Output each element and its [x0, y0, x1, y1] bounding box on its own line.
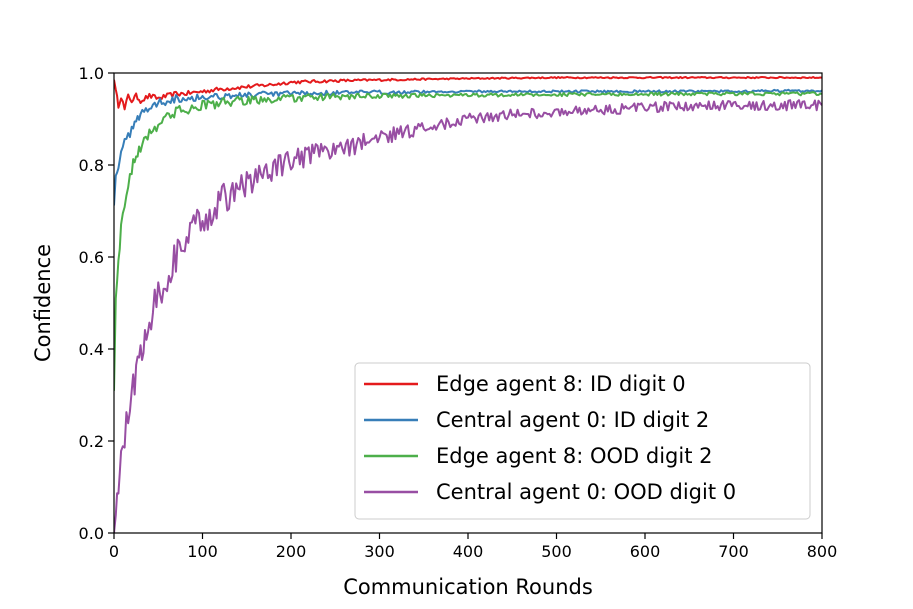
x-tick-label: 200	[276, 542, 307, 561]
series-layer	[114, 75, 822, 533]
series-line-2	[114, 88, 822, 206]
x-tick-label: 400	[453, 542, 484, 561]
y-tick-label: 0.6	[79, 248, 104, 267]
x-tick-label: 0	[109, 542, 119, 561]
x-tick-label: 600	[630, 542, 661, 561]
x-tick-label: 700	[718, 542, 749, 561]
legend-label-2: Central agent 0: ID digit 2	[436, 408, 709, 432]
legend-label-3: Edge agent 8: OOD digit 2	[436, 444, 712, 468]
x-axis: 0 100 200 300 400 500 600 700 800	[109, 533, 837, 561]
x-tick-label: 100	[187, 542, 218, 561]
series-line-3	[114, 91, 822, 391]
y-axis-title: Confidence	[31, 244, 55, 362]
y-tick-label: 0.8	[79, 156, 104, 175]
y-tick-label: 0.4	[79, 340, 104, 359]
legend-box	[354, 362, 811, 520]
legend-label-4: Central agent 0: OOD digit 0	[436, 480, 736, 504]
x-axis-title: Communication Rounds	[343, 575, 593, 599]
legend-label-1: Edge agent 8: ID digit 0	[436, 372, 686, 396]
series-line-1	[114, 75, 822, 111]
x-tick-label: 500	[541, 542, 572, 561]
x-tick-label: 300	[364, 542, 395, 561]
y-tick-label: 0.2	[79, 432, 104, 451]
legend: Edge agent 8: ID digit 0 Central agent 0:…	[354, 362, 811, 520]
series-line-4	[114, 99, 822, 533]
y-tick-label: 0.0	[79, 524, 104, 543]
x-tick-label: 800	[807, 542, 838, 561]
y-axis: 0.0 0.2 0.4 0.6 0.8 1.0	[79, 64, 114, 543]
y-tick-label: 1.0	[79, 64, 104, 83]
